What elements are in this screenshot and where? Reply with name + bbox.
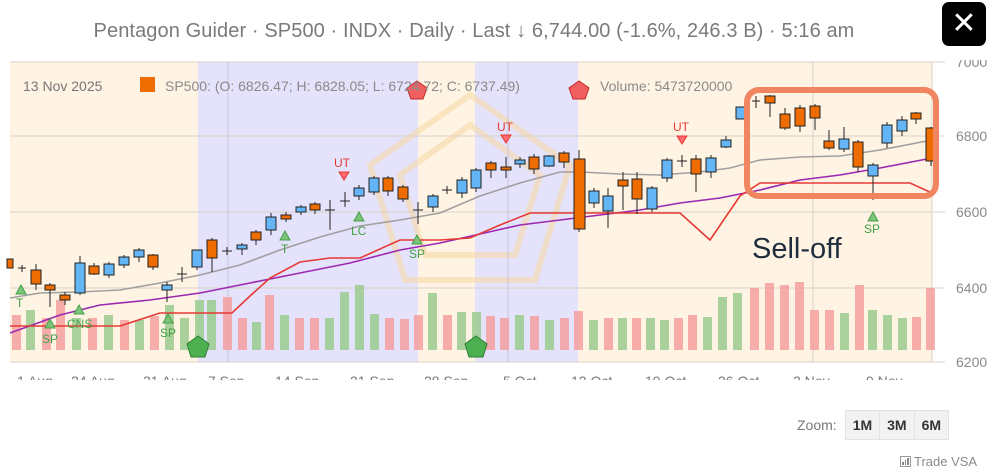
sell-off-label: Sell-off bbox=[752, 233, 843, 265]
signal-sp-up: SP bbox=[160, 312, 176, 340]
info-ohlc: SP500: (O: 6826.47; H: 6828.05; L: 6724.… bbox=[165, 78, 520, 94]
volume-bars bbox=[12, 282, 935, 350]
stop-red-line bbox=[10, 182, 933, 327]
signal-ut-down: UT bbox=[334, 156, 351, 181]
signal-lc-up: LC bbox=[351, 210, 367, 238]
info-date: 13 Nov 2025 bbox=[23, 78, 103, 94]
series-swatch bbox=[140, 77, 155, 92]
svg-text:26 Oct: 26 Oct bbox=[718, 373, 759, 380]
signal-t-up: T bbox=[15, 283, 27, 310]
signal-cns-up: CNS bbox=[67, 303, 92, 331]
ma-gray-line bbox=[9, 139, 933, 299]
brand-label: Trade VSA bbox=[914, 454, 978, 469]
svg-text:LC: LC bbox=[351, 224, 367, 238]
svg-text:UT: UT bbox=[673, 120, 690, 134]
signal-sp-up: SP bbox=[42, 317, 58, 346]
signal-sp-up: SP bbox=[409, 233, 425, 261]
svg-text:UT: UT bbox=[497, 120, 514, 134]
svg-text:SP: SP bbox=[409, 247, 425, 261]
sell-off-highlight-box bbox=[744, 87, 939, 199]
signal-ut-down: UT bbox=[497, 120, 514, 144]
svg-text:21 Sep: 21 Sep bbox=[350, 373, 395, 380]
signal-ut-down: UT bbox=[673, 120, 690, 145]
svg-text:24 Aug: 24 Aug bbox=[71, 373, 115, 380]
svg-text:CNS: CNS bbox=[67, 317, 92, 331]
zoom-button-group: 1M 3M 6M bbox=[844, 410, 950, 440]
svg-text:SP: SP bbox=[160, 326, 176, 340]
vsa-signals: T SP CNS SP T UT LC SP UT UT SP bbox=[15, 120, 880, 346]
svg-text:14 Sep: 14 Sep bbox=[275, 373, 320, 380]
chart-title: Pentagon Guider · SP500 · INDX · Daily ·… bbox=[93, 20, 855, 42]
svg-text:7000: 7000 bbox=[956, 60, 987, 70]
svg-text:12 Oct: 12 Oct bbox=[571, 373, 612, 380]
info-legend: 13 Nov 2025 SP500: (O: 6826.47; H: 6828.… bbox=[23, 77, 733, 94]
svg-text:SP: SP bbox=[864, 222, 880, 236]
svg-text:5 Oct: 5 Oct bbox=[503, 373, 537, 380]
svg-text:1 Aug: 1 Aug bbox=[17, 373, 53, 380]
svg-text:19 Oct: 19 Oct bbox=[645, 373, 686, 380]
zoom-controls: Zoom: 1M 3M 6M bbox=[797, 410, 950, 440]
svg-text:28 Sep: 28 Sep bbox=[424, 373, 469, 380]
pentagon-markers bbox=[186, 80, 590, 358]
candlesticks bbox=[6, 95, 937, 307]
svg-text:T: T bbox=[16, 296, 24, 310]
watermark-pentagon bbox=[366, 91, 574, 283]
svg-text:6200: 6200 bbox=[956, 354, 987, 370]
x-axis: 1 Aug 24 Aug 31 Aug 7 Sep 14 Sep 21 Sep … bbox=[17, 373, 903, 389]
price-chart[interactable]: 7000 6800 6600 6400 6200 bbox=[0, 54, 987, 389]
svg-text:31 Aug: 31 Aug bbox=[143, 373, 187, 380]
signal-sp-up: SP bbox=[864, 210, 880, 236]
svg-text:6400: 6400 bbox=[956, 280, 987, 296]
brand-link[interactable]: Trade VSA bbox=[900, 454, 977, 469]
signal-t-up: T bbox=[279, 229, 291, 256]
gridlines bbox=[10, 61, 945, 363]
svg-text:9 Nov: 9 Nov bbox=[866, 373, 903, 380]
svg-text:6800: 6800 bbox=[956, 128, 987, 144]
zoom-1m-button[interactable]: 1M bbox=[846, 411, 881, 439]
y-axis: 7000 6800 6600 6400 6200 bbox=[956, 54, 987, 370]
ma-purple-line bbox=[9, 157, 933, 334]
close-icon: ✕ bbox=[951, 6, 977, 41]
svg-text:T: T bbox=[281, 242, 289, 256]
svg-text:2 Nov: 2 Nov bbox=[793, 373, 830, 380]
zoom-3m-button[interactable]: 3M bbox=[880, 411, 915, 439]
svg-text:SP: SP bbox=[42, 332, 58, 346]
zoom-6m-button[interactable]: 6M bbox=[921, 417, 942, 433]
svg-text:7 Sep: 7 Sep bbox=[208, 373, 245, 380]
info-volume: Volume: 5473720000 bbox=[600, 78, 733, 94]
svg-text:UT: UT bbox=[334, 156, 351, 170]
svg-text:6600: 6600 bbox=[956, 204, 987, 220]
zoom-label: Zoom: bbox=[797, 417, 837, 433]
bar-chart-icon bbox=[900, 456, 911, 467]
close-button[interactable]: ✕ bbox=[942, 2, 986, 46]
